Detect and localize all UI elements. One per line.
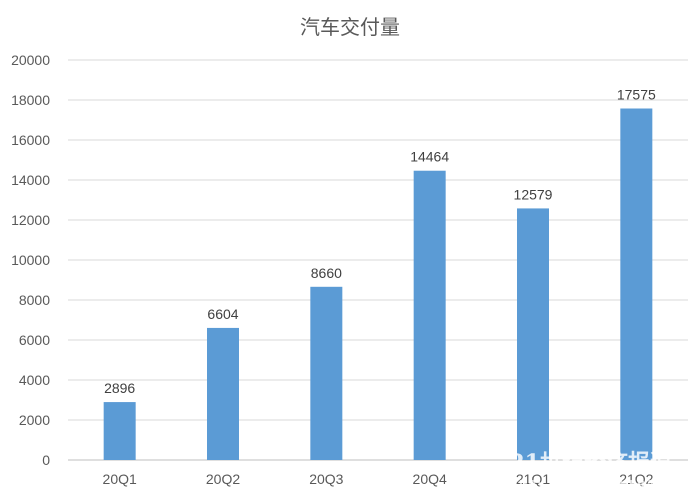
y-axis-ticks: 0 2000 4000 6000 8000 10000 12000 14000 16000 180… [11, 52, 50, 468]
gridlines [68, 59, 688, 461]
data-label: 12579 [514, 186, 553, 202]
y-tick-label: 18000 [11, 92, 50, 108]
bar [517, 208, 549, 460]
category-label: 21Q1 [516, 471, 550, 487]
watermark-logo: 21世纪经济报道 21ST CENTURY BUSINESS HERALD [447, 450, 672, 491]
y-tick-label: 16000 [11, 132, 50, 148]
category-label: 21Q2 [619, 471, 653, 487]
y-tick-label: 10000 [11, 252, 50, 268]
chart-title: 汽车交付量 [300, 15, 400, 39]
data-labels: 2896 6604 8660 14464 12579 17575 [104, 87, 656, 397]
y-tick-label: 14000 [11, 172, 50, 188]
category-label: 20Q3 [309, 471, 343, 487]
watermark-text: 21世纪经济报道 [509, 450, 672, 476]
y-tick-label: 2000 [19, 412, 50, 428]
bar [103, 402, 136, 460]
category-label: 20Q2 [206, 471, 240, 487]
data-label: 14464 [410, 149, 449, 165]
y-tick-label: 0 [42, 452, 50, 468]
bar [413, 170, 446, 460]
data-label: 8660 [311, 265, 342, 281]
category-label: 20Q4 [413, 471, 447, 487]
bar [310, 286, 343, 460]
bar [207, 327, 239, 460]
y-tick-label: 6000 [19, 332, 50, 348]
category-label: 20Q1 [103, 471, 137, 487]
y-tick-label: 8000 [19, 292, 50, 308]
y-tick-label: 4000 [19, 372, 50, 388]
data-label: 6604 [207, 306, 238, 322]
y-tick-label: 20000 [11, 52, 50, 68]
watermark-subtext: 21ST CENTURY BUSINESS HERALD [447, 478, 672, 491]
bars [103, 108, 653, 460]
bar [620, 108, 653, 460]
data-label: 17575 [617, 87, 656, 103]
data-label: 2896 [104, 380, 135, 396]
y-tick-label: 12000 [11, 212, 50, 228]
x-axis-categories: 20Q1 20Q2 20Q3 20Q4 21Q1 21Q2 [103, 471, 654, 487]
